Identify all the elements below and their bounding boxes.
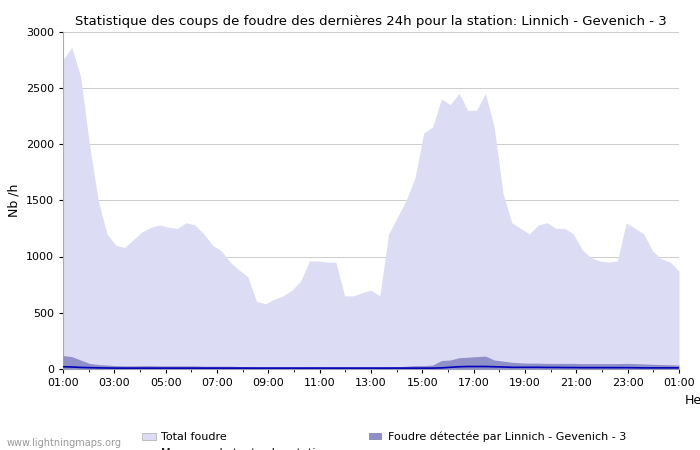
Text: Heure: Heure xyxy=(685,394,700,407)
Title: Statistique des coups de foudre des dernières 24h pour la station: Linnich - Gev: Statistique des coups de foudre des dern… xyxy=(75,14,667,27)
Y-axis label: Nb /h: Nb /h xyxy=(7,184,20,217)
Text: www.lightningmaps.org: www.lightningmaps.org xyxy=(7,438,122,448)
Legend: Total foudre, Moyenne de toutes les stations, Foudre détectée par Linnich - Geve: Total foudre, Moyenne de toutes les stat… xyxy=(143,432,626,450)
